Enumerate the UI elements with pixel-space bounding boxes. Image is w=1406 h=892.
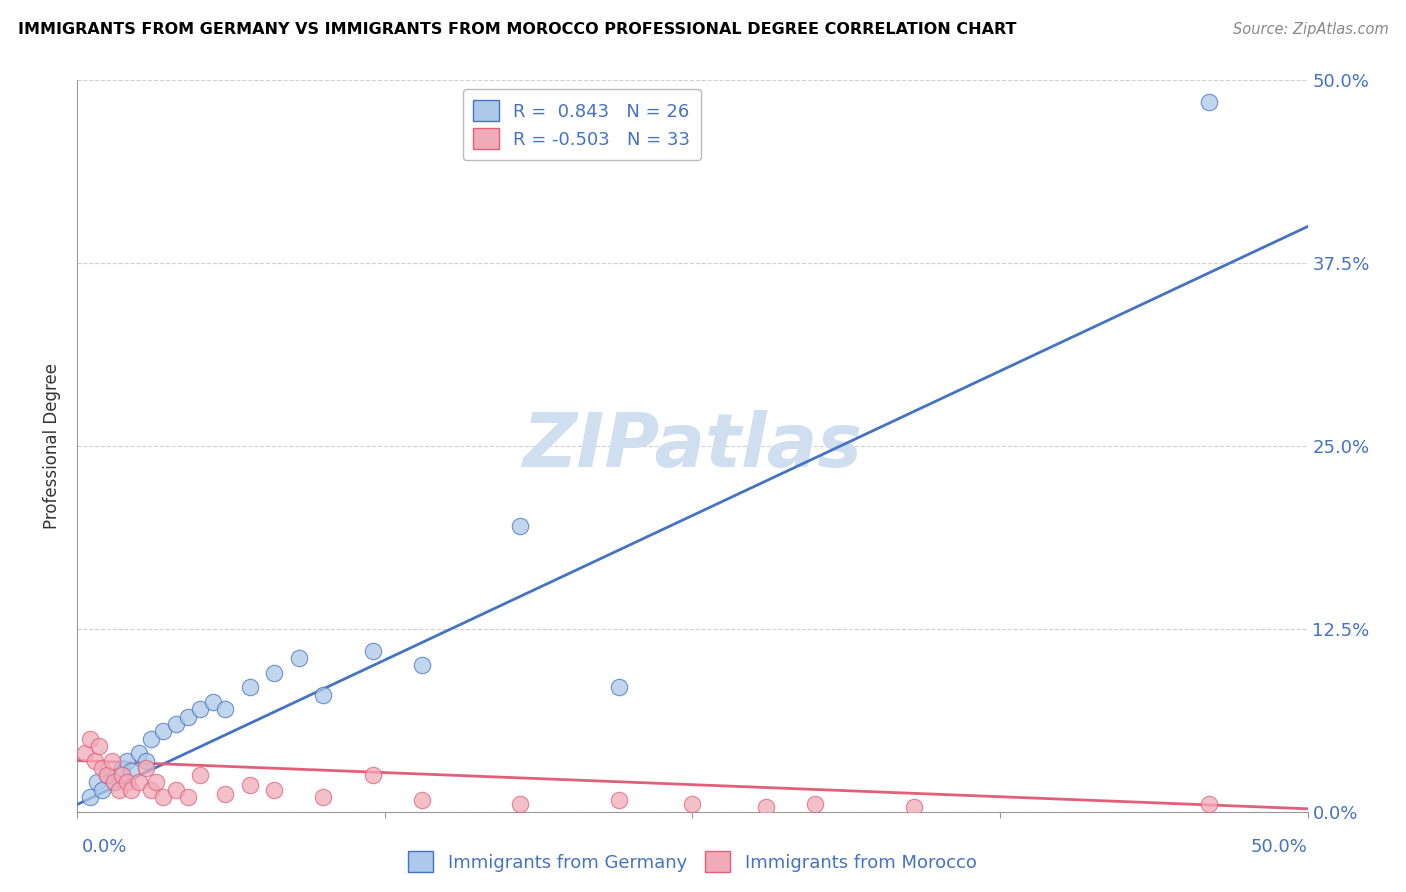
Text: 50.0%: 50.0% bbox=[1251, 838, 1308, 855]
Point bbox=[190, 702, 212, 716]
Point bbox=[804, 797, 827, 812]
Point bbox=[101, 754, 124, 768]
Point bbox=[152, 790, 174, 805]
Point bbox=[214, 787, 236, 801]
Point bbox=[135, 761, 157, 775]
Text: 0.0%: 0.0% bbox=[82, 838, 127, 855]
Point bbox=[90, 761, 114, 775]
Point bbox=[1198, 95, 1220, 110]
Point bbox=[239, 778, 262, 792]
Point bbox=[165, 717, 187, 731]
Point bbox=[152, 724, 174, 739]
Point bbox=[177, 790, 200, 805]
Point bbox=[128, 746, 150, 760]
Point bbox=[214, 702, 236, 716]
Point bbox=[263, 782, 285, 797]
Point bbox=[190, 768, 212, 782]
Point bbox=[111, 761, 134, 775]
Point bbox=[86, 775, 108, 789]
Point bbox=[96, 768, 118, 782]
Point bbox=[103, 775, 125, 789]
Point bbox=[89, 739, 111, 753]
Point bbox=[79, 790, 101, 805]
Point bbox=[411, 658, 433, 673]
Point bbox=[201, 695, 224, 709]
Point bbox=[177, 709, 200, 723]
Point bbox=[607, 681, 630, 695]
Point bbox=[411, 793, 433, 807]
Point bbox=[509, 797, 531, 812]
Point bbox=[135, 754, 157, 768]
Text: IMMIGRANTS FROM GERMANY VS IMMIGRANTS FROM MOROCCO PROFESSIONAL DEGREE CORRELATI: IMMIGRANTS FROM GERMANY VS IMMIGRANTS FR… bbox=[18, 22, 1017, 37]
Point bbox=[755, 800, 778, 814]
Point bbox=[312, 790, 335, 805]
Point bbox=[165, 782, 187, 797]
Point bbox=[141, 731, 163, 746]
Point bbox=[115, 754, 138, 768]
Point bbox=[239, 681, 262, 695]
Point bbox=[83, 754, 105, 768]
Point bbox=[73, 746, 96, 760]
Y-axis label: Professional Degree: Professional Degree bbox=[44, 363, 62, 529]
Point bbox=[509, 519, 531, 533]
Text: ZIPatlas: ZIPatlas bbox=[523, 409, 862, 483]
Point bbox=[115, 775, 138, 789]
Point bbox=[263, 665, 285, 680]
Point bbox=[79, 731, 101, 746]
Point bbox=[1198, 797, 1220, 812]
Point bbox=[682, 797, 704, 812]
Point bbox=[90, 782, 114, 797]
Point bbox=[121, 782, 143, 797]
Point bbox=[111, 768, 134, 782]
Point bbox=[361, 768, 384, 782]
Point bbox=[288, 651, 311, 665]
Point bbox=[108, 782, 131, 797]
Point bbox=[312, 688, 335, 702]
Point bbox=[607, 793, 630, 807]
Point bbox=[128, 775, 150, 789]
Point bbox=[141, 782, 163, 797]
Point bbox=[103, 775, 125, 789]
Point bbox=[903, 800, 925, 814]
Text: Source: ZipAtlas.com: Source: ZipAtlas.com bbox=[1233, 22, 1389, 37]
Point bbox=[145, 775, 167, 789]
Point bbox=[121, 764, 143, 778]
Point bbox=[96, 768, 118, 782]
Point bbox=[361, 644, 384, 658]
Legend: Immigrants from Germany, Immigrants from Morocco: Immigrants from Germany, Immigrants from… bbox=[401, 844, 984, 880]
